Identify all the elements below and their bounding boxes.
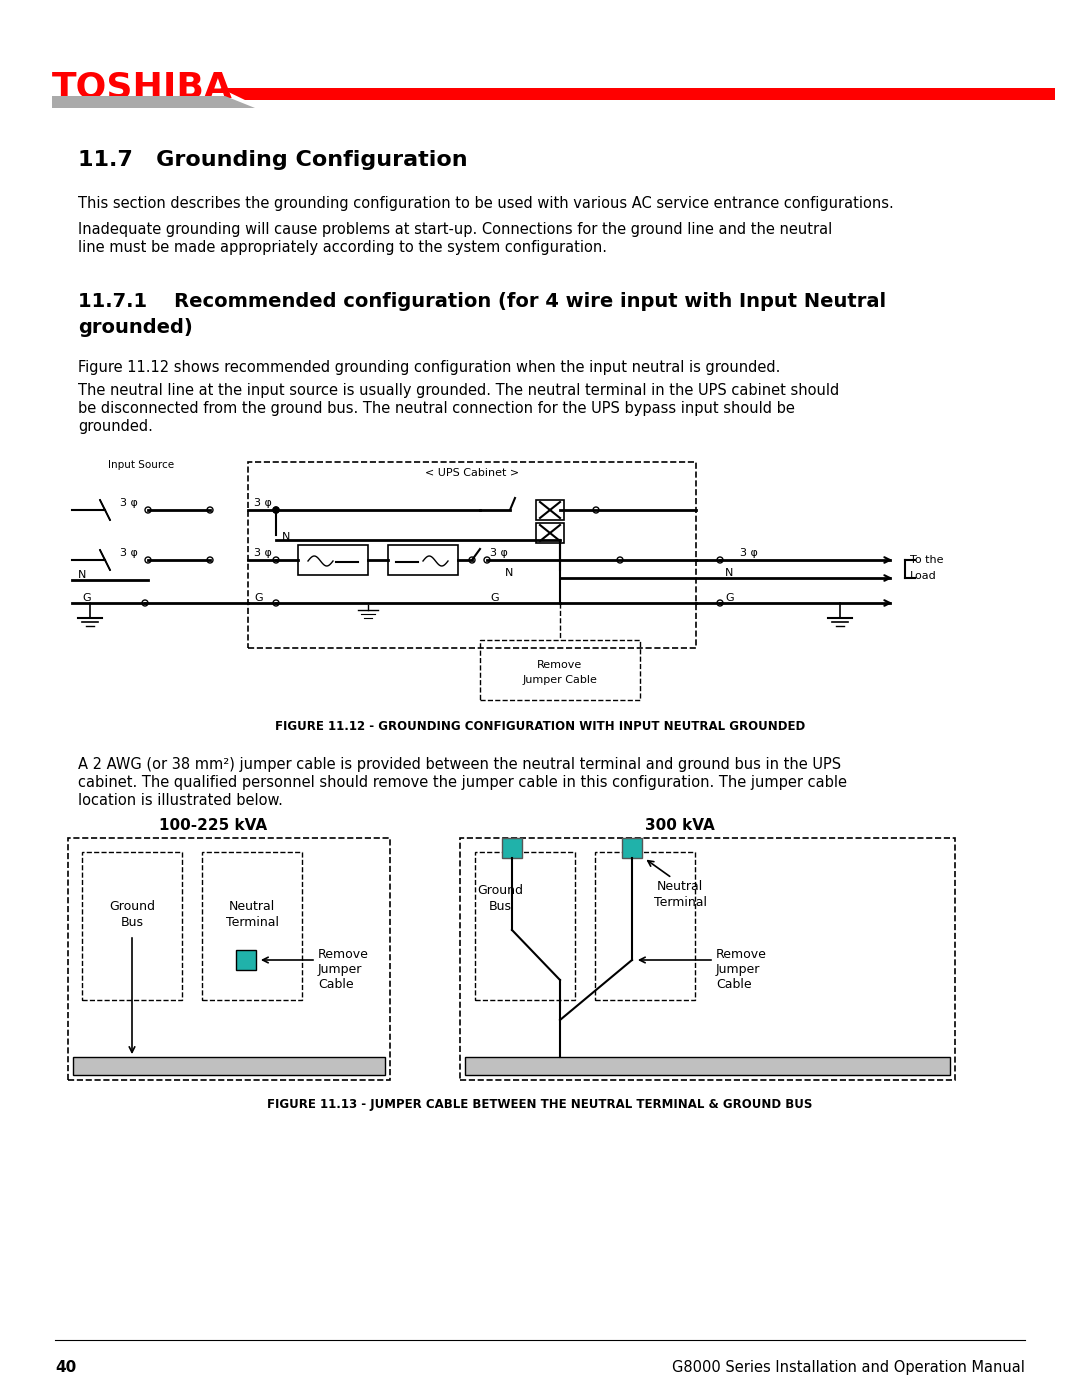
Text: N: N [282,532,291,542]
Text: 3 φ: 3 φ [254,548,272,557]
Bar [68,838,390,1080]
Text: Remove: Remove [538,659,582,671]
Bar [202,852,302,1000]
Bar [536,522,564,543]
Text: line must be made appropriately according to the system configuration.: line must be made appropriately accordin… [78,240,607,256]
Bar [622,838,642,858]
Bar [237,950,256,970]
Bar [248,462,696,648]
Text: 3 φ: 3 φ [490,548,508,557]
Bar [298,545,368,576]
Bar [82,852,183,1000]
Text: This section describes the grounding configuration to be used with various AC se: This section describes the grounding con… [78,196,894,211]
Text: < UPS Cabinet >: < UPS Cabinet > [424,468,519,478]
Bar [73,1058,384,1076]
Text: Jumper: Jumper [318,963,363,977]
Text: 11.7   Grounding Configuration: 11.7 Grounding Configuration [78,149,468,170]
Text: be disconnected from the ground bus. The neutral connection for the UPS bypass i: be disconnected from the ground bus. The… [78,401,795,416]
Text: Cable: Cable [318,978,353,990]
Text: A 2 AWG (or 38 mm²) jumper cable is provided between the neutral terminal and gr: A 2 AWG (or 38 mm²) jumper cable is prov… [78,757,841,773]
Polygon shape [52,96,255,108]
Text: Cable: Cable [716,978,752,990]
Text: N: N [78,570,86,580]
Text: location is illustrated below.: location is illustrated below. [78,793,283,807]
Text: 3 φ: 3 φ [120,548,138,557]
Bar [460,838,955,1080]
Text: Jumper Cable: Jumper Cable [523,675,597,685]
Text: N: N [725,569,733,578]
Text: Bus: Bus [488,900,512,914]
Text: FIGURE 11.13 - JUMPER CABLE BETWEEN THE NEUTRAL TERMINAL & GROUND BUS: FIGURE 11.13 - JUMPER CABLE BETWEEN THE … [268,1098,812,1111]
Bar [480,640,640,700]
Text: Jumper: Jumper [716,963,760,977]
Text: G8000 Series Installation and Operation Manual: G8000 Series Installation and Operation … [672,1361,1025,1375]
Bar [536,500,564,520]
Bar [388,545,458,576]
Text: grounded): grounded) [78,319,192,337]
Text: 3 φ: 3 φ [254,497,272,509]
Text: TOSHIBA: TOSHIBA [52,70,233,103]
Text: G: G [490,592,499,604]
Polygon shape [220,88,1055,101]
Text: Ground: Ground [109,900,156,914]
Text: Load: Load [910,571,936,581]
Text: grounded.: grounded. [78,419,153,434]
Bar [465,1058,950,1076]
Text: Remove: Remove [716,949,767,961]
Text: Neutral: Neutral [229,900,275,914]
Text: 3 φ: 3 φ [740,548,758,557]
Text: 40: 40 [55,1361,77,1375]
Bar [475,852,575,1000]
Text: Terminal: Terminal [226,916,279,929]
Text: 11.7.1    Recommended configuration (for 4 wire input with Input Neutral: 11.7.1 Recommended configuration (for 4 … [78,292,886,312]
Text: G: G [725,592,733,604]
Text: Neutral: Neutral [657,880,703,893]
Bar [502,838,522,858]
Text: 3 φ: 3 φ [120,497,138,509]
Text: The neutral line at the input source is usually grounded. The neutral terminal i: The neutral line at the input source is … [78,383,839,398]
Text: 300 kVA: 300 kVA [645,819,715,833]
Text: Inadequate grounding will cause problems at start-up. Connections for the ground: Inadequate grounding will cause problems… [78,222,833,237]
Text: G: G [254,592,262,604]
Bar [595,852,696,1000]
Text: Remove: Remove [318,949,369,961]
Text: cabinet. The qualified personnel should remove the jumper cable in this configur: cabinet. The qualified personnel should … [78,775,847,789]
Text: G: G [82,592,91,604]
Text: Terminal: Terminal [653,895,706,909]
Circle shape [273,507,279,513]
Text: To the: To the [910,555,944,564]
Text: Input Source: Input Source [108,460,174,469]
Text: Ground: Ground [477,884,523,897]
Text: Bus: Bus [121,916,144,929]
Text: FIGURE 11.12 - GROUNDING CONFIGURATION WITH INPUT NEUTRAL GROUNDED: FIGURE 11.12 - GROUNDING CONFIGURATION W… [275,719,805,733]
Text: Figure 11.12 shows recommended grounding configuration when the input neutral is: Figure 11.12 shows recommended grounding… [78,360,781,374]
Text: N: N [505,569,513,578]
Text: 100-225 kVA: 100-225 kVA [159,819,267,833]
